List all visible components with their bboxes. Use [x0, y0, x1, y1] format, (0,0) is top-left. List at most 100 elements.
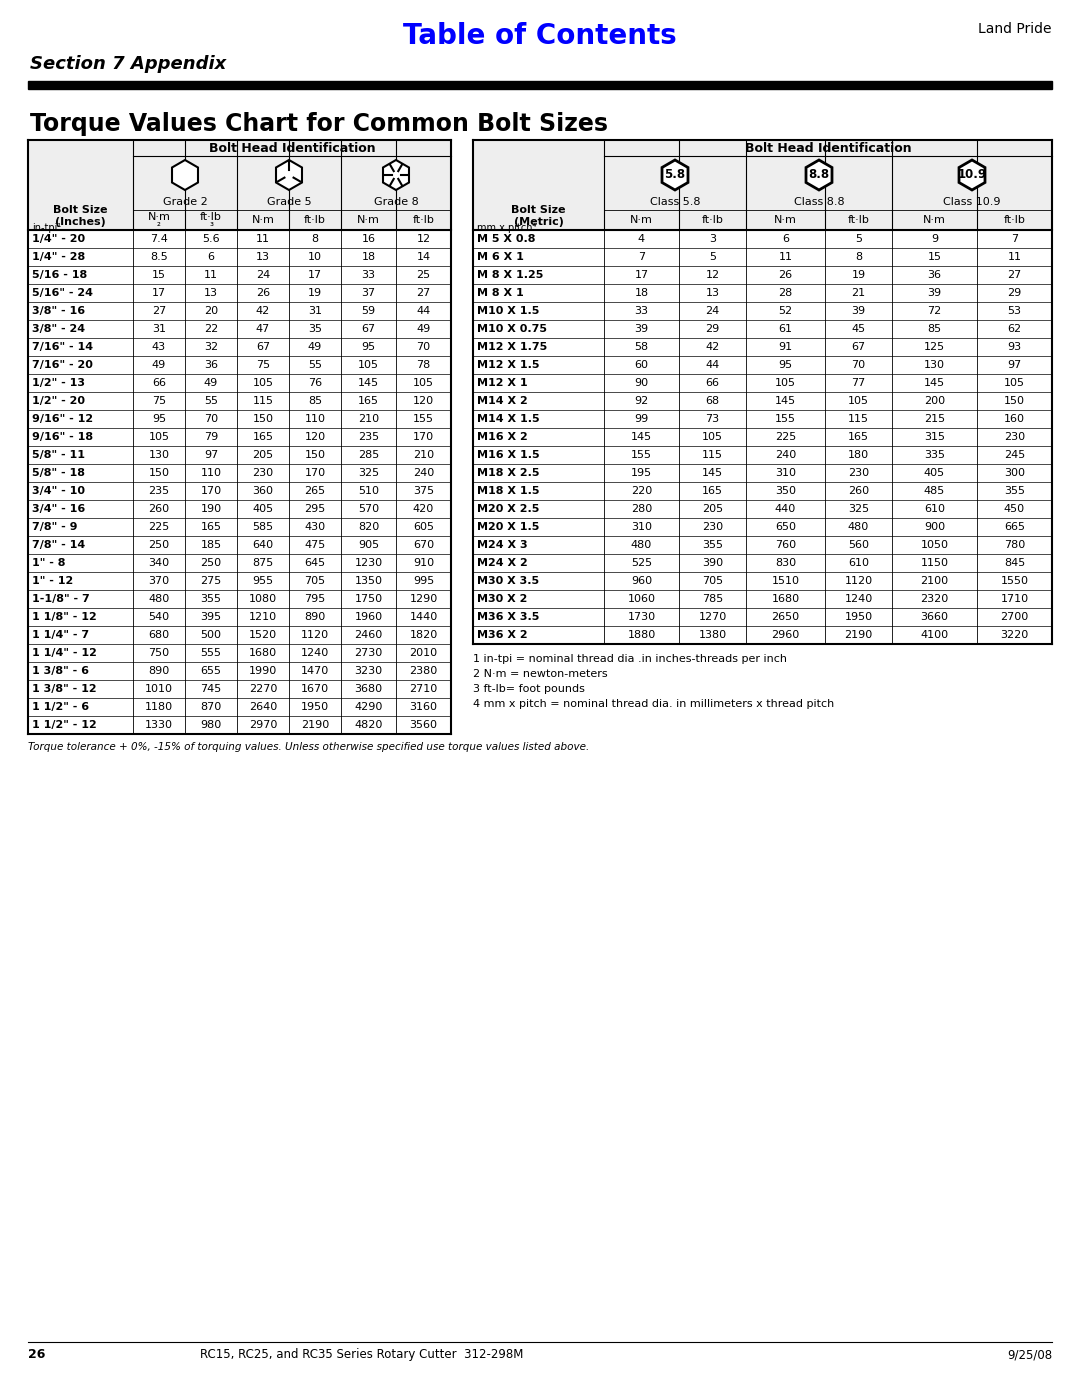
- Text: 115: 115: [702, 450, 723, 460]
- Text: 890: 890: [305, 612, 326, 622]
- Text: 2710: 2710: [409, 685, 437, 694]
- Text: ft·lb: ft·lb: [200, 212, 221, 222]
- Text: 1240: 1240: [301, 648, 329, 658]
- Text: 235: 235: [148, 486, 170, 496]
- Text: 375: 375: [413, 486, 434, 496]
- Text: 25: 25: [417, 270, 431, 279]
- Text: 1440: 1440: [409, 612, 437, 622]
- Text: 510: 510: [357, 486, 379, 496]
- Text: 295: 295: [305, 504, 326, 514]
- Text: 58: 58: [634, 342, 649, 352]
- Text: 3: 3: [708, 235, 716, 244]
- Text: 1/2" - 20: 1/2" - 20: [32, 395, 85, 407]
- Text: 12: 12: [417, 235, 431, 244]
- Text: 325: 325: [357, 468, 379, 478]
- Text: 150: 150: [253, 414, 273, 425]
- Text: 475: 475: [305, 541, 326, 550]
- Text: 315: 315: [924, 432, 945, 441]
- Text: 1 3/8" - 12: 1 3/8" - 12: [32, 685, 96, 694]
- Text: M18 X 1.5: M18 X 1.5: [477, 486, 540, 496]
- Text: N·m: N·m: [923, 215, 946, 225]
- Text: 9/16" - 12: 9/16" - 12: [32, 414, 93, 425]
- Text: Torque tolerance + 0%, -15% of torquing values. Unless otherwise specified use t: Torque tolerance + 0%, -15% of torquing …: [28, 742, 590, 752]
- Text: 870: 870: [201, 703, 221, 712]
- Text: 900: 900: [923, 522, 945, 532]
- Text: 5: 5: [708, 251, 716, 263]
- Text: 430: 430: [305, 522, 325, 532]
- Text: 115: 115: [253, 395, 273, 407]
- Text: 995: 995: [413, 576, 434, 585]
- Text: 8: 8: [311, 235, 319, 244]
- Text: 1680: 1680: [248, 648, 278, 658]
- Text: N·m: N·m: [148, 212, 171, 222]
- Text: Land Pride: Land Pride: [978, 22, 1052, 36]
- Text: 395: 395: [201, 612, 221, 622]
- Text: 105: 105: [253, 379, 273, 388]
- Text: 92: 92: [634, 395, 649, 407]
- Text: 1 3/8" - 6: 1 3/8" - 6: [32, 666, 89, 676]
- Text: 2650: 2650: [771, 612, 799, 622]
- Text: 22: 22: [204, 324, 218, 334]
- Text: 275: 275: [201, 576, 221, 585]
- Text: 785: 785: [702, 594, 724, 604]
- Text: 7.4: 7.4: [150, 235, 167, 244]
- Text: 2730: 2730: [354, 648, 382, 658]
- Text: 3680: 3680: [354, 685, 382, 694]
- Text: 155: 155: [775, 414, 796, 425]
- Text: 2460: 2460: [354, 630, 382, 640]
- Text: 185: 185: [201, 541, 221, 550]
- Text: 2700: 2700: [1000, 612, 1028, 622]
- Text: 115: 115: [848, 414, 869, 425]
- Text: 26: 26: [28, 1348, 45, 1361]
- Text: 165: 165: [201, 522, 221, 532]
- Text: M 5 X 0.8: M 5 X 0.8: [477, 235, 536, 244]
- Text: 70: 70: [417, 342, 431, 352]
- Text: 145: 145: [775, 395, 796, 407]
- Text: 75: 75: [256, 360, 270, 370]
- Text: 1/4" - 28: 1/4" - 28: [32, 251, 85, 263]
- Text: Bolt Head Identification: Bolt Head Identification: [745, 141, 912, 155]
- Text: 67: 67: [851, 342, 865, 352]
- Text: 1270: 1270: [699, 612, 727, 622]
- Text: 4: 4: [638, 235, 645, 244]
- Text: M36 X 2: M36 X 2: [477, 630, 528, 640]
- Text: M14 X 1.5: M14 X 1.5: [477, 414, 540, 425]
- Text: 1080: 1080: [248, 594, 278, 604]
- Text: 1510: 1510: [771, 576, 799, 585]
- Text: 13: 13: [204, 288, 218, 298]
- Text: 31: 31: [152, 324, 166, 334]
- Text: 24: 24: [256, 270, 270, 279]
- Text: 830: 830: [775, 557, 796, 569]
- Text: 955: 955: [253, 576, 273, 585]
- Text: 250: 250: [201, 557, 221, 569]
- Text: 6: 6: [782, 235, 789, 244]
- Text: 220: 220: [631, 486, 652, 496]
- Text: 28: 28: [779, 288, 793, 298]
- Text: 405: 405: [253, 504, 273, 514]
- Text: 70: 70: [204, 414, 218, 425]
- Text: 59: 59: [362, 306, 376, 316]
- Bar: [473, 140, 1052, 231]
- Text: ²: ²: [157, 222, 161, 232]
- Text: 265: 265: [305, 486, 325, 496]
- Text: 205: 205: [702, 504, 724, 514]
- Text: 230: 230: [1004, 432, 1025, 441]
- Text: 5.8: 5.8: [664, 169, 686, 182]
- Text: Grade 8: Grade 8: [374, 197, 418, 207]
- Text: 67: 67: [256, 342, 270, 352]
- Text: ft·lb: ft·lb: [848, 215, 869, 225]
- Text: 130: 130: [924, 360, 945, 370]
- Text: 2960: 2960: [771, 630, 799, 640]
- Polygon shape: [172, 161, 198, 190]
- Text: M12 X 1.5: M12 X 1.5: [477, 360, 540, 370]
- Text: 655: 655: [201, 666, 221, 676]
- Text: 1120: 1120: [301, 630, 329, 640]
- Text: 960: 960: [631, 576, 652, 585]
- Text: 3160: 3160: [409, 703, 437, 712]
- Text: 1710: 1710: [1000, 594, 1028, 604]
- Text: 525: 525: [631, 557, 652, 569]
- Text: 11: 11: [779, 251, 793, 263]
- Text: 4820: 4820: [354, 719, 382, 731]
- Text: 1060: 1060: [627, 594, 656, 604]
- Text: 610: 610: [924, 504, 945, 514]
